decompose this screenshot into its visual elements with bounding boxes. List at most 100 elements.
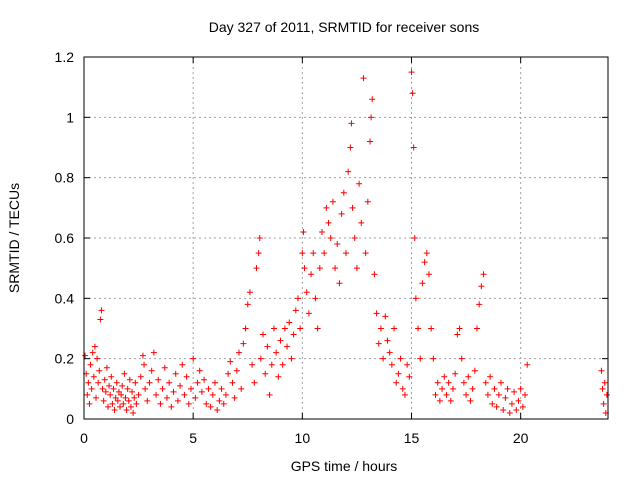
data-point [129,388,136,395]
y-tick-label: 0.6 [55,230,75,246]
data-point [264,343,271,350]
data-point [340,189,347,196]
data-point [155,376,162,383]
data-point [511,388,518,395]
data-point [246,289,253,296]
x-axis-label: GPS time / hours [291,458,398,474]
data-point [88,385,95,392]
data-point [373,310,380,317]
data-point [308,271,315,278]
data-point [187,385,194,392]
data-point [489,400,496,407]
data-point [85,379,92,386]
data-point [87,361,94,368]
data-point [436,397,443,404]
data-point [380,355,387,362]
data-point [82,352,89,359]
data-point [449,385,456,392]
data-point [375,340,382,347]
data-point [343,250,349,257]
data-point [166,379,173,386]
data-point [253,265,260,272]
data-point [484,391,491,398]
data-point [338,210,345,217]
data-point [127,403,134,410]
data-point [137,373,144,380]
data-point [367,138,374,145]
data-point [123,406,130,413]
data-point [327,235,334,241]
data-point [460,379,467,386]
x-tick-label: 0 [80,430,88,446]
data-point [325,219,332,226]
data-point [386,349,393,356]
data-point [159,385,166,392]
data-point [94,355,101,362]
data-point [168,403,175,410]
data-point [445,379,452,386]
y-tick-label: 1 [66,109,74,125]
data-point [113,379,120,386]
data-point [122,394,129,401]
data-point [524,361,531,368]
data-point [231,394,238,401]
data-point [227,358,234,365]
data-point [412,295,419,302]
data-point [419,280,426,287]
data-point [177,382,184,389]
data-point [218,385,225,392]
data-point [332,265,339,272]
data-point [209,391,216,398]
data-point [329,198,336,205]
x-tick-label: 15 [404,430,420,446]
data-point [91,343,98,350]
data-point [410,144,417,151]
data-point [498,379,505,386]
data-point [183,373,190,380]
data-point [360,75,367,82]
data-point [99,385,106,392]
data-point [205,385,212,392]
data-point [290,331,297,338]
data-point [192,394,199,401]
data-point [404,361,411,368]
data-point [121,370,128,377]
data-point [207,403,214,410]
data-point [84,391,91,398]
data-point [163,394,170,401]
data-point [482,379,489,386]
data-point [251,379,258,386]
data-point [506,409,513,416]
data-point [409,90,416,97]
y-tick-label: 0.8 [55,170,75,186]
data-point [423,250,430,257]
data-point [458,355,465,362]
data-point [476,301,483,308]
data-point [408,69,415,76]
y-tick-label: 0.2 [55,351,75,367]
data-point [110,385,117,392]
ticks-layer: 0 0.2 0.4 0.6 0.8 1 1.2 0 5 10 15 20 [55,49,608,446]
data-point [603,391,610,398]
data-point [297,325,304,332]
data-point [132,379,139,386]
data-point [157,400,164,407]
data-point [98,307,105,314]
data-point [185,400,192,407]
x-tick-label: 20 [513,430,529,446]
data-point [153,391,160,398]
data-point [131,394,138,401]
data-point [266,391,273,398]
y-tick-label: 0 [66,411,74,427]
data-point [106,382,113,389]
data-point [214,406,221,413]
data-point [275,373,282,380]
data-point [441,373,448,380]
data-point [347,144,354,151]
data-point [310,250,317,257]
data-point [300,228,307,235]
data-point [135,391,142,398]
chart-title: Day 327 of 2011, SRMTID for receiver son… [209,19,480,35]
data-point [504,385,511,392]
data-point [323,204,330,211]
